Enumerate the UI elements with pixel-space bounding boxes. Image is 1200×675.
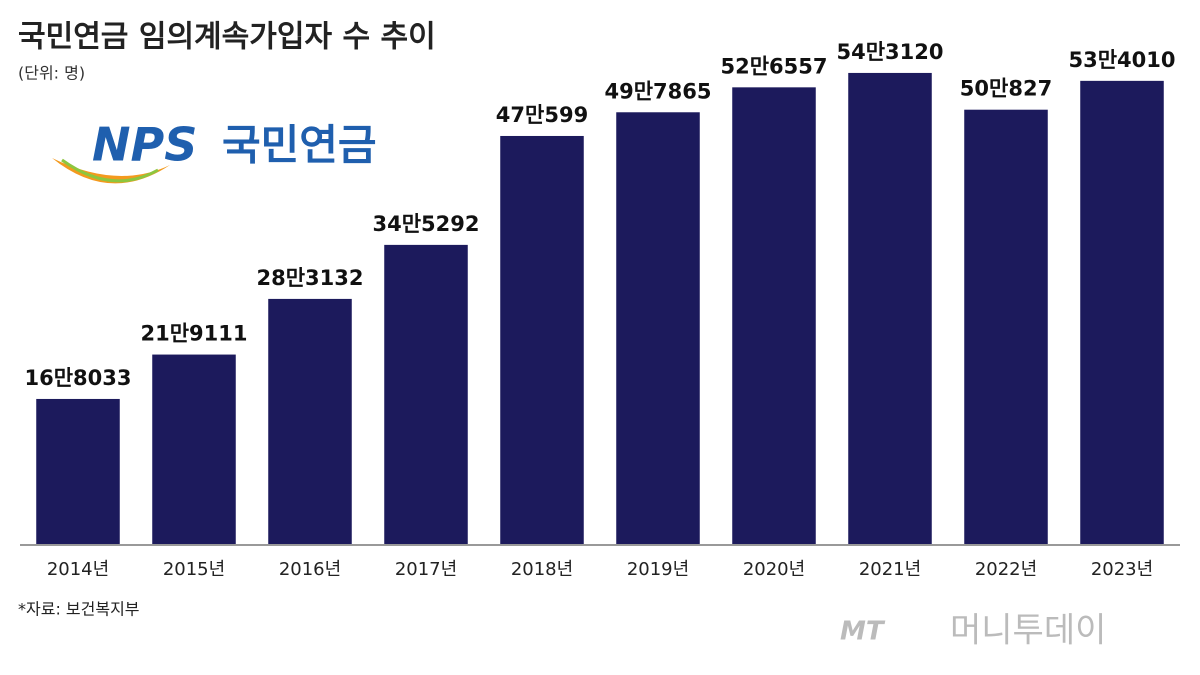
logo: NPS 국민연금 [52, 118, 377, 184]
bar [1080, 80, 1164, 545]
logo-mark: NPS [92, 118, 197, 172]
value-label: 28만3132 [257, 266, 364, 290]
chart-subtitle: (단위: 명) [18, 64, 85, 83]
watermark-text: 머니투데이 [950, 611, 1106, 651]
bar [732, 87, 816, 546]
value-label: 34만5292 [373, 212, 480, 236]
value-label: 54만3120 [837, 40, 944, 64]
chart-title: 국민연금 임의계속가입자 수 추이 [18, 20, 436, 55]
x-tick-label: 2015년 [163, 559, 225, 580]
value-label: 53만4010 [1069, 48, 1176, 72]
bar [36, 398, 120, 545]
value-label: 16만8033 [25, 366, 132, 390]
x-tick-label: 2018년 [511, 559, 573, 580]
bar [268, 298, 352, 545]
logo-swoosh [61, 158, 159, 183]
value-label: 52만6557 [721, 54, 828, 78]
bar [500, 135, 584, 545]
logo-text: 국민연금 [222, 121, 377, 170]
value-label: 47만599 [496, 103, 588, 127]
bar [964, 109, 1048, 545]
source: *자료: 보건복지부 [18, 600, 140, 619]
bar [616, 112, 700, 545]
x-tick-label: 2022년 [975, 559, 1037, 580]
bar [848, 72, 932, 545]
value-label: 21만9111 [141, 322, 248, 346]
bar [152, 354, 236, 545]
x-tick-label: 2020년 [743, 559, 805, 580]
x-tick-label: 2014년 [47, 559, 109, 580]
value-label: 49만7865 [605, 79, 712, 103]
value-label: 50만827 [960, 77, 1052, 101]
x-tick-label: 2017년 [395, 559, 457, 580]
x-tick-label: 2019년 [627, 559, 689, 580]
x-tick-label: 2023년 [1091, 559, 1153, 580]
x-tick-label: 2021년 [859, 559, 921, 580]
bar [384, 244, 468, 545]
watermark-mark: MT [840, 617, 886, 647]
x-tick-label: 2016년 [279, 559, 341, 580]
